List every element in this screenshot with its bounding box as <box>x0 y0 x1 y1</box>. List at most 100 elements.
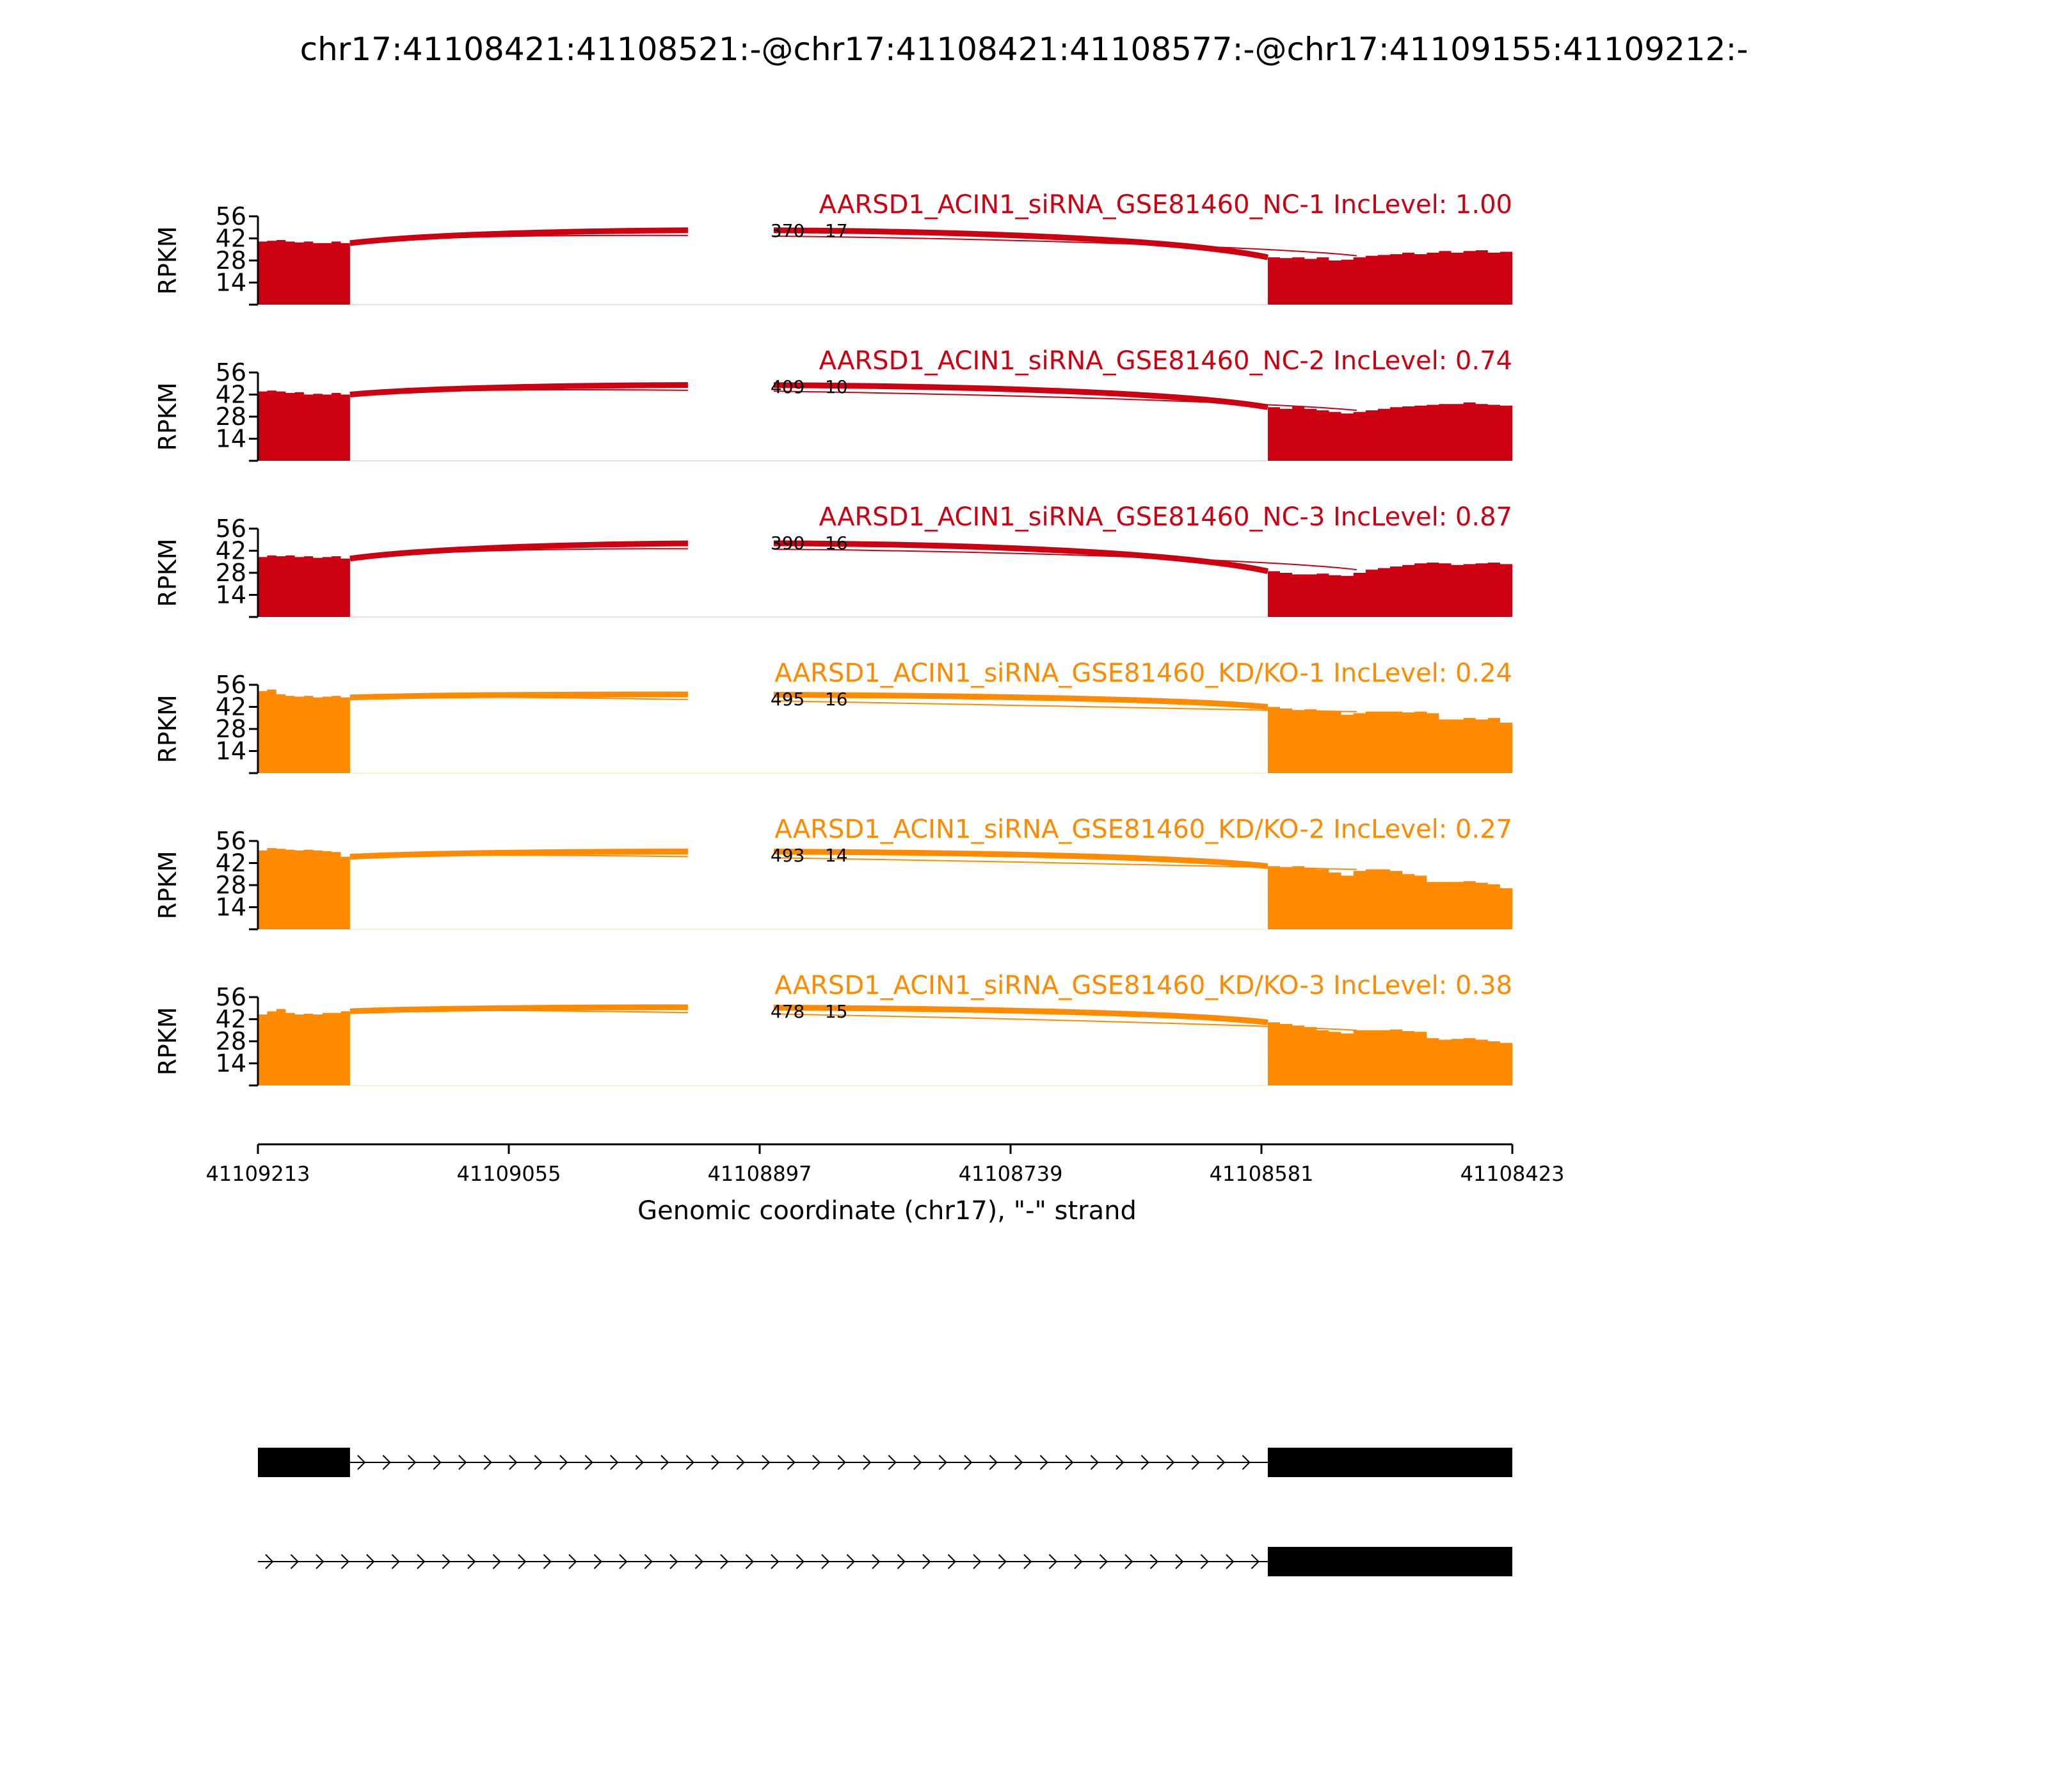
junction-label-bg <box>687 527 774 557</box>
strand-arrow <box>391 1554 400 1569</box>
strand-arrow <box>619 1554 628 1569</box>
junction-count-label: 14 <box>825 845 848 866</box>
strand-arrow <box>644 1554 653 1569</box>
strand-arrow <box>1226 1554 1235 1569</box>
y-tick-label: 56 <box>216 202 246 230</box>
y-axis-label: RPKM <box>154 538 182 607</box>
y-axis-label: RPKM <box>154 694 182 763</box>
x-tick-label: 41109213 <box>206 1162 310 1186</box>
strand-arrow <box>1251 1554 1260 1569</box>
strand-arrow <box>863 1455 872 1470</box>
y-tick-label: 56 <box>216 983 246 1011</box>
coverage-exon-2 <box>1267 402 1512 461</box>
y-tick-label: 14 <box>216 737 246 765</box>
junction-arc-minor <box>349 854 1357 870</box>
y-axis-label: RPKM <box>154 851 182 919</box>
junction-arc-major <box>349 382 1268 410</box>
y-tick-label: 42 <box>216 693 246 721</box>
y-tick-label: 42 <box>216 1005 246 1034</box>
junction-arc-minor <box>349 234 1357 257</box>
junction-arc-minor <box>349 548 1357 571</box>
strand-arrow <box>787 1455 796 1470</box>
strand-arrow <box>1039 1455 1048 1470</box>
x-axis-label: Genomic coordinate (chr17), "-" strand <box>637 1196 1137 1226</box>
strand-arrow <box>1048 1554 1057 1569</box>
y-tick-label: 14 <box>216 1050 246 1078</box>
junction-count-label: 409 <box>771 376 804 397</box>
strand-arrow <box>1099 1554 1108 1569</box>
x-axis: 41109213 41109055 41108897 41108739 41108581… <box>206 1143 1564 1186</box>
y-tick-label: 42 <box>216 225 246 253</box>
strand-arrow <box>1023 1554 1032 1569</box>
strand-arrow <box>483 1455 492 1470</box>
strand-arrow <box>316 1554 324 1569</box>
sample-label: AARSD1_ACIN1_siRNA_GSE81460_NC-3 IncLeve… <box>819 502 1512 532</box>
strand-arrow <box>888 1455 897 1470</box>
sample-label: AARSD1_ACIN1_siRNA_GSE81460_KD/KO-1 IncL… <box>774 659 1512 688</box>
y-tick-label: 28 <box>216 871 246 899</box>
strand-arrow <box>685 1455 694 1470</box>
y-tick-label: 56 <box>216 515 246 543</box>
junction-count-label: 16 <box>825 689 848 710</box>
strand-arrow <box>1065 1455 1074 1470</box>
strand-arrow <box>922 1554 931 1569</box>
junction-count-label: 495 <box>771 689 804 710</box>
strand-arrow <box>897 1554 906 1569</box>
strand-arrow <box>736 1455 745 1470</box>
strand-arrow <box>417 1554 426 1569</box>
x-tick-label: 41108739 <box>959 1162 1063 1186</box>
coverage-exon-2 <box>1267 866 1512 929</box>
y-tick-label: 14 <box>216 425 246 453</box>
strand-arrow <box>518 1554 527 1569</box>
coverage-exon-1 <box>258 390 350 461</box>
strand-arrow <box>947 1554 956 1569</box>
sample-panel: 478 15AARSD1_ACIN1_siRNA_GSE81460_KD/KO-3… <box>154 971 1512 1087</box>
strand-arrow <box>1200 1554 1209 1569</box>
coverage-exon-1 <box>258 555 350 617</box>
strand-arrow <box>610 1455 619 1470</box>
coverage-exon-2 <box>1267 1022 1512 1085</box>
sample-label: AARSD1_ACIN1_siRNA_GSE81460_NC-1 IncLeve… <box>819 190 1512 220</box>
y-tick-label: 42 <box>216 381 246 409</box>
junction-arc-major <box>349 691 1268 710</box>
sample-label: AARSD1_ACIN1_siRNA_GSE81460_KD/KO-2 IncL… <box>774 815 1512 844</box>
strand-arrow <box>720 1554 729 1569</box>
strand-arrow <box>635 1455 644 1470</box>
junction-count-label: 17 <box>825 220 848 241</box>
strand-arrow <box>584 1455 593 1470</box>
junction-label-bg <box>687 996 774 1025</box>
strand-arrow <box>534 1455 543 1470</box>
coverage-exon-2 <box>1267 707 1512 773</box>
strand-arrow <box>340 1554 349 1569</box>
strand-arrow <box>1074 1554 1083 1569</box>
y-tick-label: 28 <box>216 1027 246 1055</box>
y-tick-label: 14 <box>216 893 246 922</box>
strand-arrow <box>745 1554 754 1569</box>
strand-arrow <box>1191 1455 1200 1470</box>
strand-arrow <box>1175 1554 1184 1569</box>
strand-arrow <box>568 1554 577 1569</box>
strand-arrow <box>290 1554 299 1569</box>
strand-arrow <box>408 1455 417 1470</box>
y-tick-label: 56 <box>216 827 246 855</box>
sample-label: AARSD1_ACIN1_siRNA_GSE81460_KD/KO-3 IncL… <box>774 971 1512 1000</box>
strand-arrow <box>1149 1554 1158 1569</box>
strand-arrow <box>973 1554 982 1569</box>
strand-arrow <box>1116 1455 1124 1470</box>
junction-arc-minor <box>349 389 1357 412</box>
junction-arc-minor <box>349 696 1357 712</box>
strand-arrow <box>1166 1455 1175 1470</box>
junction-label-bg <box>687 840 774 869</box>
strand-arrow <box>357 1455 366 1470</box>
junction-label-bg <box>687 371 774 401</box>
coverage-exon-1 <box>258 1009 350 1085</box>
y-tick-label: 14 <box>216 581 246 609</box>
strand-arrow <box>559 1455 568 1470</box>
sample-label: AARSD1_ACIN1_siRNA_GSE81460_NC-2 IncLeve… <box>819 346 1512 376</box>
strand-arrow <box>382 1455 391 1470</box>
junction-count-label: 390 <box>771 532 804 554</box>
y-tick-label: 28 <box>216 559 246 587</box>
transcript-model <box>258 1547 1512 1576</box>
